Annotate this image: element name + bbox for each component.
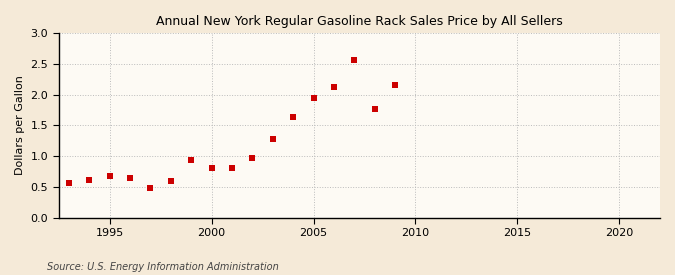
Title: Annual New York Regular Gasoline Rack Sales Price by All Sellers: Annual New York Regular Gasoline Rack Sa…	[156, 15, 563, 28]
Point	[227, 166, 238, 171]
Point	[369, 107, 380, 111]
Point	[308, 96, 319, 100]
Point	[389, 83, 400, 87]
Point	[63, 180, 74, 185]
Point	[247, 156, 258, 160]
Point	[349, 57, 360, 62]
Point	[145, 186, 156, 190]
Text: Source: U.S. Energy Information Administration: Source: U.S. Energy Information Administ…	[47, 262, 279, 272]
Point	[267, 137, 278, 141]
Point	[329, 85, 340, 89]
Point	[288, 115, 298, 120]
Point	[206, 166, 217, 170]
Point	[125, 175, 136, 180]
Point	[104, 174, 115, 179]
Point	[165, 178, 176, 183]
Y-axis label: Dollars per Gallon: Dollars per Gallon	[15, 76, 25, 175]
Point	[84, 177, 95, 182]
Point	[186, 158, 196, 163]
